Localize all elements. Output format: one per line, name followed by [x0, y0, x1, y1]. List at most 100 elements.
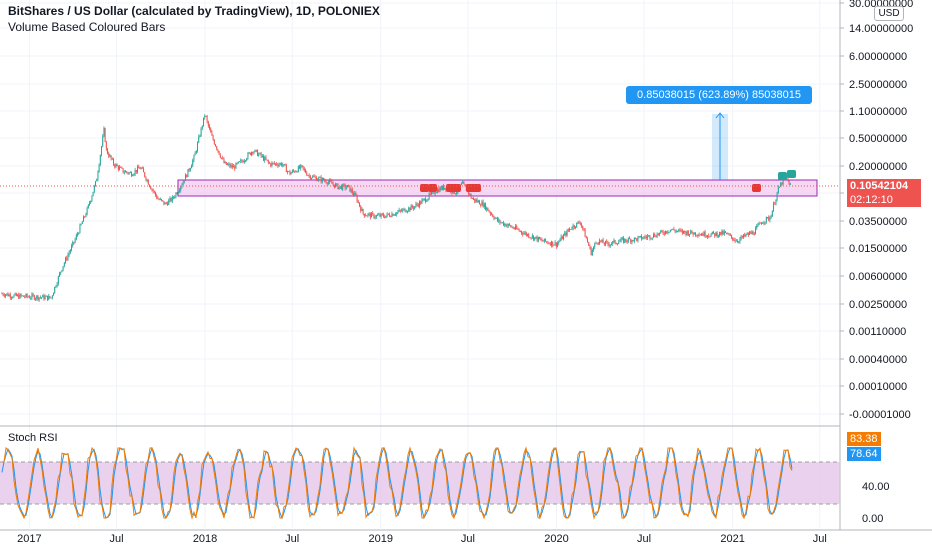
- indicator-name: Volume Based Coloured Bars: [8, 20, 166, 34]
- candle-body: [75, 235, 77, 240]
- candle-body: [705, 236, 707, 238]
- candle-body: [282, 164, 284, 166]
- candle-body: [444, 187, 446, 190]
- candle-body: [787, 178, 789, 181]
- candle-body: [353, 193, 355, 196]
- candle-body: [462, 181, 464, 184]
- candle-body: [349, 185, 351, 192]
- candle-body: [621, 237, 623, 239]
- candle-body: [559, 240, 561, 242]
- candle-body: [313, 176, 315, 178]
- candle-body: [681, 230, 683, 234]
- candle-body: [746, 233, 748, 235]
- candle-body: [386, 213, 388, 216]
- candle-body: [241, 160, 243, 162]
- candle-body: [13, 295, 15, 298]
- candle-body: [122, 168, 124, 173]
- candle-body: [669, 229, 671, 232]
- currency-button[interactable]: USD: [874, 6, 904, 21]
- candle-body: [469, 194, 471, 195]
- candle-body: [789, 183, 791, 185]
- candle-body: [301, 165, 303, 166]
- candle-body: [312, 176, 314, 178]
- candle-body: [362, 209, 364, 214]
- candle-body: [608, 244, 610, 246]
- candle-body: [246, 158, 248, 161]
- candle-body: [611, 243, 613, 245]
- candle-body: [293, 170, 295, 172]
- candle-body: [281, 163, 283, 166]
- candle-body: [421, 200, 423, 204]
- candle-body: [557, 243, 559, 247]
- candle-body: [524, 232, 526, 234]
- candle-body: [585, 237, 587, 239]
- candle-body: [409, 207, 411, 211]
- candle-body: [763, 222, 765, 224]
- candle-body: [560, 236, 562, 241]
- candle-body: [648, 235, 650, 237]
- candle-body: [344, 184, 346, 189]
- candle-body: [325, 180, 327, 183]
- candle-body: [240, 160, 242, 162]
- candle-body: [597, 242, 599, 244]
- candle-body: [133, 174, 135, 176]
- candle-body: [638, 236, 640, 238]
- candle-body: [337, 183, 339, 190]
- candle-body: [728, 233, 730, 235]
- candle-body: [440, 187, 442, 190]
- candle-body: [147, 179, 149, 185]
- y-tick-label: 2.50000000: [849, 79, 907, 91]
- candle-body: [411, 205, 413, 208]
- candle-body: [480, 204, 482, 206]
- candle-body: [551, 241, 553, 246]
- candle-body: [755, 228, 757, 235]
- candle-body: [771, 210, 773, 217]
- candle-body: [408, 207, 410, 212]
- candle-body: [188, 169, 190, 171]
- candle-body: [213, 139, 215, 145]
- candle-body: [270, 163, 272, 166]
- candle-body: [9, 294, 11, 298]
- candle-body: [359, 202, 361, 207]
- candle-body: [271, 162, 273, 166]
- candle-body: [228, 164, 230, 165]
- candle-body: [314, 176, 316, 178]
- candle-body: [659, 232, 661, 235]
- candle-body: [161, 199, 163, 201]
- candle-body: [146, 179, 148, 181]
- candle-body: [218, 151, 220, 155]
- candle-body: [498, 219, 500, 222]
- candle-body: [680, 230, 682, 232]
- candle-body: [278, 164, 280, 167]
- candle-body: [80, 223, 82, 226]
- candle-body: [625, 238, 627, 242]
- candle-body: [132, 175, 134, 177]
- candle-body: [393, 214, 395, 216]
- candle-body: [356, 195, 358, 202]
- candle-body: [217, 149, 219, 152]
- candle-body: [72, 242, 74, 246]
- candle-body: [115, 164, 117, 167]
- candle-body: [155, 192, 157, 196]
- candle-body: [315, 177, 317, 181]
- candle-body: [513, 228, 515, 230]
- candle-body: [129, 172, 131, 174]
- candle-body: [543, 238, 545, 242]
- candle-body: [223, 158, 225, 164]
- candle-body: [339, 185, 341, 187]
- candle-body: [468, 191, 470, 195]
- candle-body: [545, 238, 547, 242]
- candle-body: [260, 152, 262, 157]
- candle-body: [751, 231, 753, 234]
- candle-body: [678, 229, 680, 231]
- candle-body: [417, 204, 419, 207]
- candle-body: [69, 250, 71, 253]
- candle-body: [626, 241, 628, 242]
- candle-body: [518, 229, 520, 231]
- candle-body: [392, 213, 394, 216]
- candle-body: [663, 233, 665, 235]
- sell-flag-icon: [752, 184, 761, 192]
- candle-body: [230, 165, 232, 167]
- candle-body: [701, 234, 703, 235]
